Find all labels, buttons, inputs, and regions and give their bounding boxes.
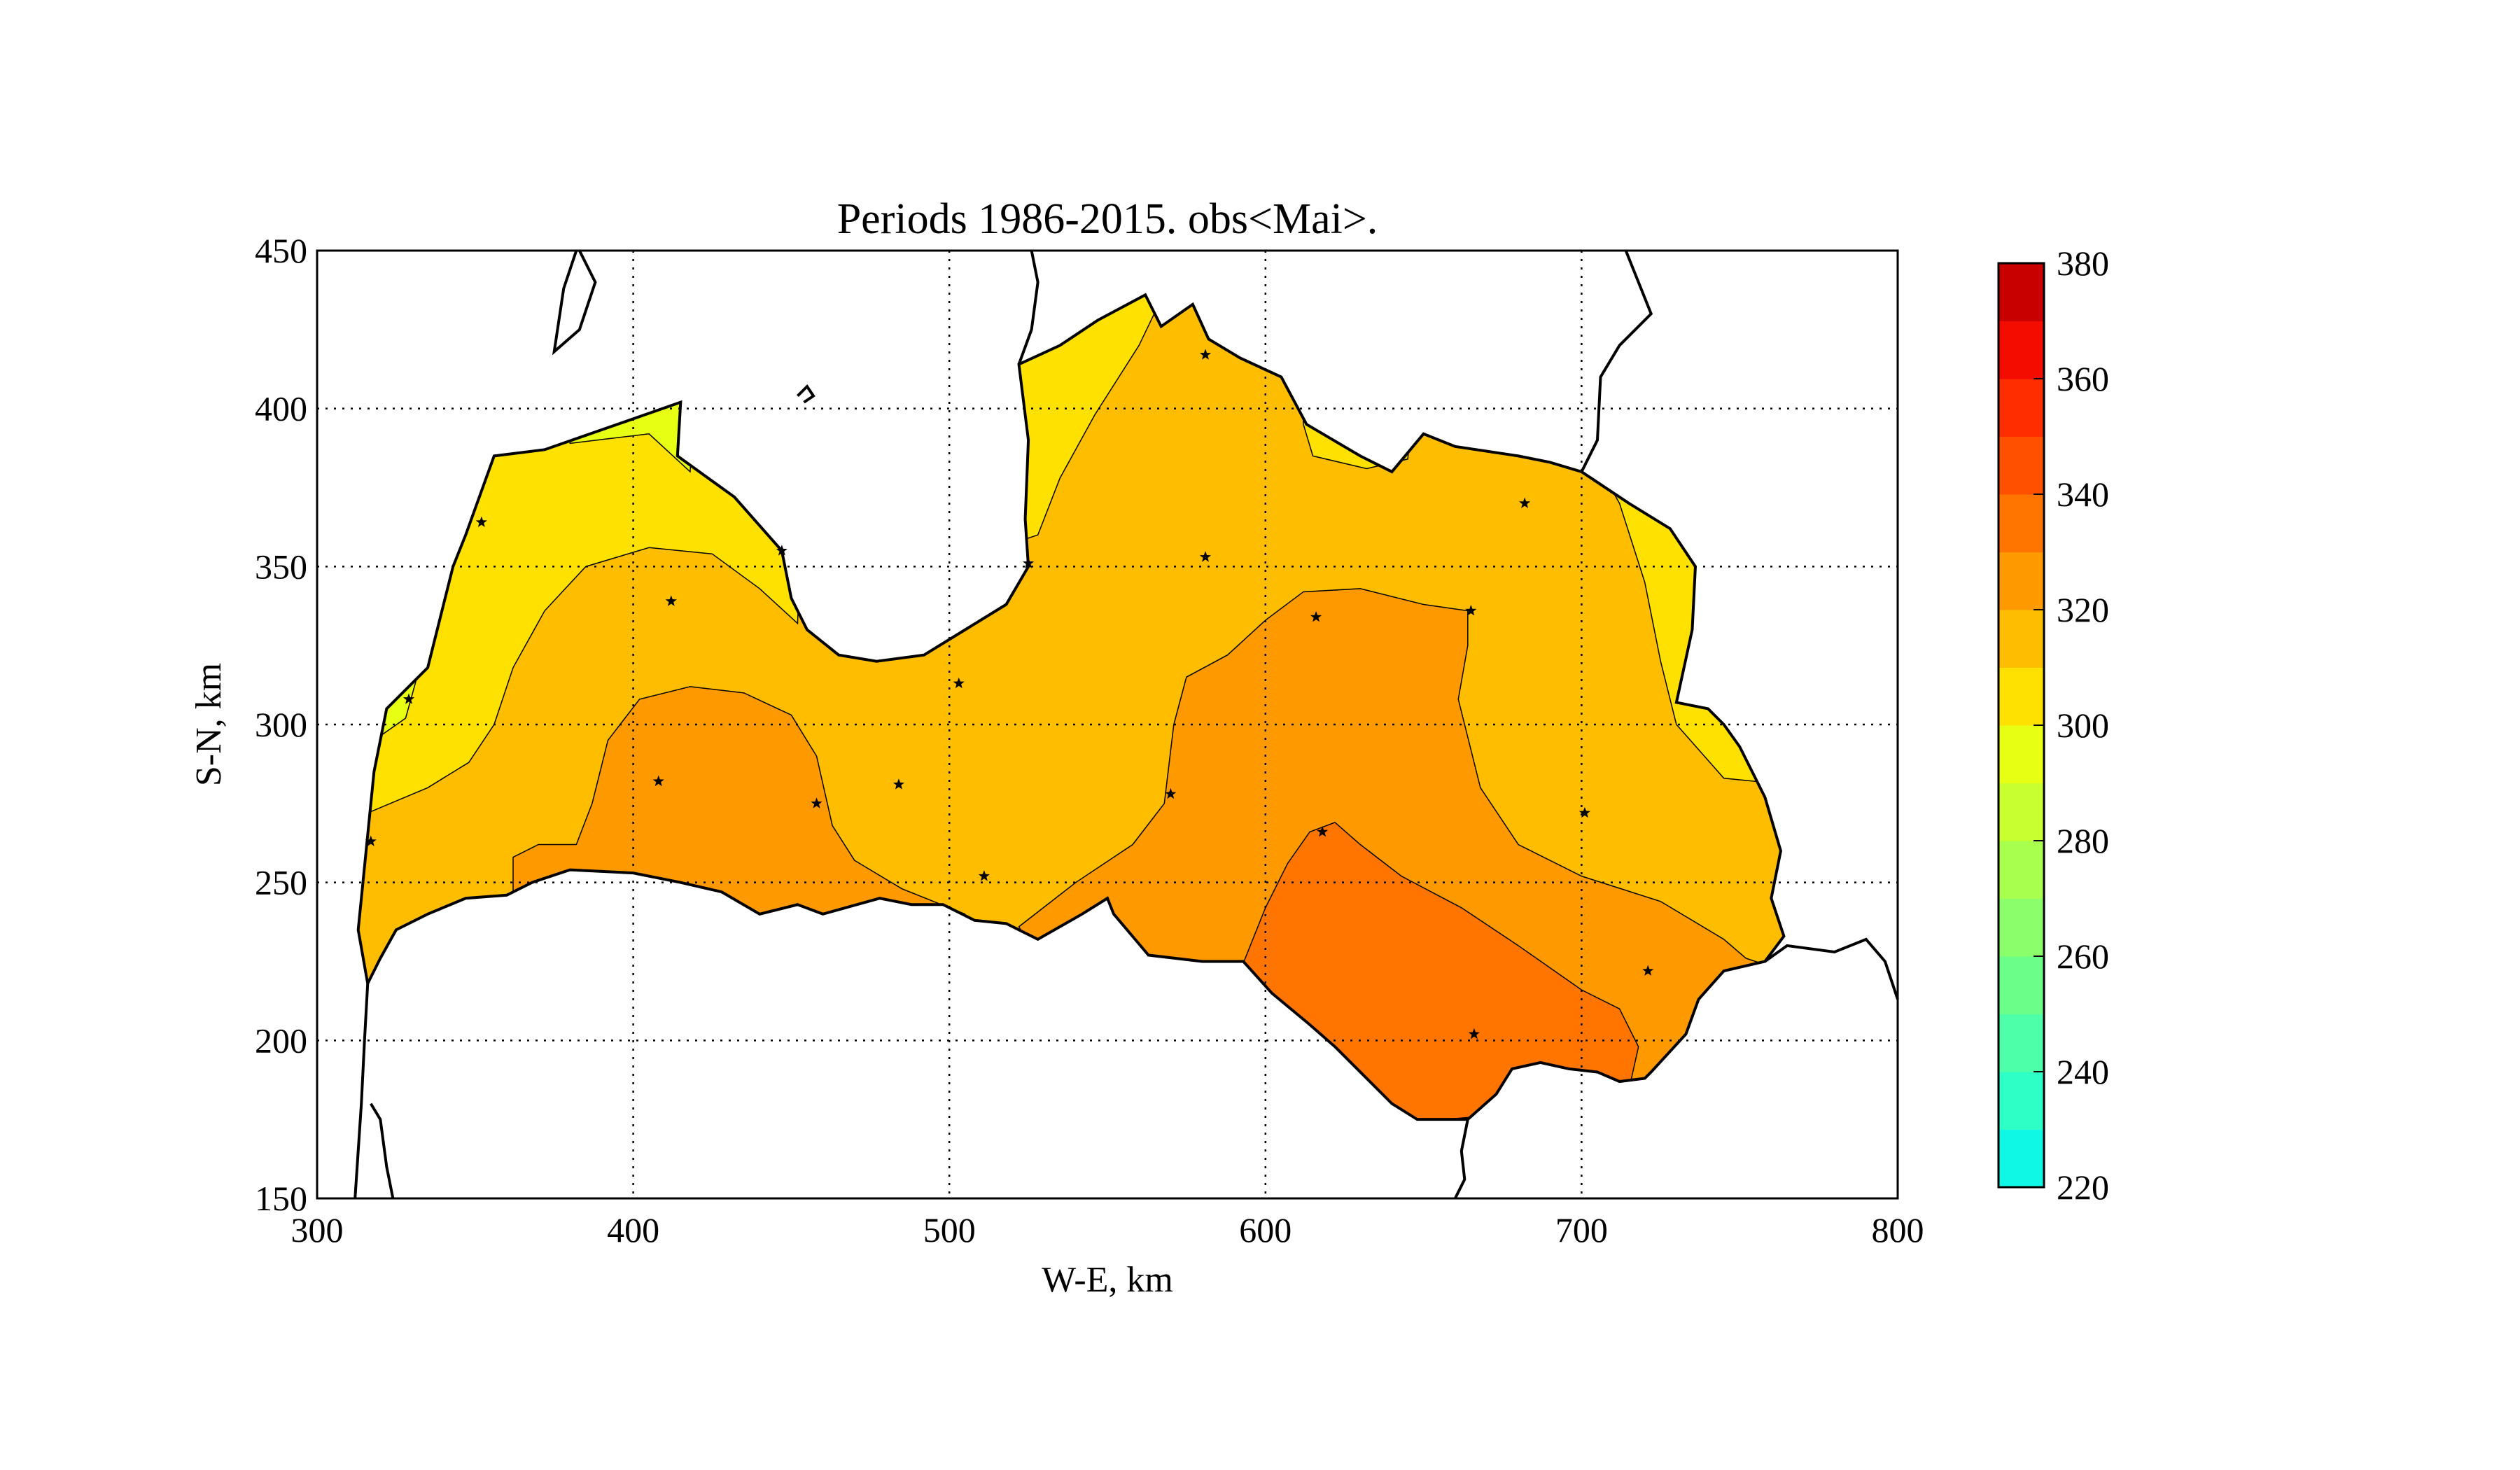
colorbar: 220 240 260 280 300 320 340 360 380: [1997, 244, 2109, 1207]
station-marker: [475, 516, 487, 527]
y-tick-label: 250: [255, 863, 307, 902]
x-tick-label: 500: [923, 1210, 976, 1250]
colorbar-tick-label: 340: [2057, 475, 2109, 514]
border-lithuania-east: [1765, 939, 1898, 1000]
coastline-lithuania: [355, 983, 368, 1198]
colorbar-band: [1998, 783, 2044, 841]
colorbar-tick-label: 380: [2057, 244, 2109, 283]
station-marker: [1642, 965, 1654, 976]
colorbar-band: [1998, 321, 2044, 379]
station-marker: [978, 870, 990, 881]
station-marker: [1468, 1028, 1480, 1040]
latvia-border: [358, 295, 1784, 1119]
station-marker: [1578, 806, 1590, 818]
station-marker: [1519, 497, 1531, 508]
station-marker: [1165, 788, 1177, 799]
island-saaremaa: [554, 251, 596, 351]
y-axis-label: S-N, km: [189, 663, 229, 786]
y-tick-label: 300: [255, 705, 307, 744]
curonian-spit: [371, 1104, 393, 1198]
colorbar-tick-label: 360: [2057, 359, 2109, 398]
colorbar-band: [1998, 436, 2044, 495]
station-marker: [776, 545, 788, 556]
x-tick-label: 400: [607, 1210, 659, 1250]
colorbar-band: [1998, 1014, 2044, 1072]
colorbar-band: [1998, 1072, 2044, 1130]
y-tick-label: 200: [255, 1021, 307, 1060]
colorbar-band: [1998, 263, 2044, 321]
region-300-310-northeast: [1300, 314, 1423, 468]
station-marker: [365, 835, 377, 846]
y-tick-label: 400: [255, 389, 307, 428]
border-russia: [1581, 251, 1651, 472]
colorbar-band: [1998, 841, 2044, 899]
colorbar-tick-label: 300: [2057, 706, 2109, 745]
colorbar-band: [1998, 379, 2044, 437]
station-marker: [1199, 349, 1212, 360]
colorbar-tick-label: 260: [2057, 937, 2109, 976]
colorbar-tick-label: 320: [2057, 590, 2109, 629]
colorbar-tick-label: 220: [2057, 1168, 2109, 1207]
border-belarus: [1455, 1119, 1468, 1198]
y-tick-label: 350: [255, 547, 307, 586]
station-marker: [892, 778, 904, 790]
colorbar-band: [1998, 494, 2044, 552]
x-axis-label: W-E, km: [1042, 1260, 1173, 1300]
station-marker: [811, 797, 822, 808]
station-marker: [665, 595, 677, 606]
colorbar-band: [1998, 725, 2044, 783]
station-marker: [1317, 826, 1329, 837]
station-marker: [1199, 551, 1212, 562]
coastline-estonia: [1019, 251, 1038, 364]
station-marker: [953, 677, 965, 689]
x-tick-label: 600: [1239, 1210, 1292, 1250]
station-marker: [1465, 605, 1477, 616]
colorbar-band: [1998, 552, 2044, 610]
y-tick-label: 150: [255, 1179, 307, 1218]
colorbar-band: [1998, 956, 2044, 1014]
colorbar-tick-label: 280: [2057, 821, 2109, 860]
colorbar-tick-label: 240: [2057, 1052, 2109, 1091]
region-320-330-west: [513, 687, 965, 914]
y-tick-label: 450: [255, 231, 307, 270]
x-tick-label: 800: [1872, 1210, 1924, 1250]
colorbar-band: [1998, 1129, 2044, 1188]
island-ruhnu: [797, 386, 813, 402]
station-marker: [652, 775, 664, 787]
x-tick-label: 300: [291, 1210, 344, 1250]
colorbar-band: [1998, 667, 2044, 726]
x-tick-label: 700: [1555, 1210, 1608, 1250]
chart-title: Periods 1986-2015. obs<Mai>.: [837, 195, 1378, 243]
colorbar-band: [1998, 610, 2044, 668]
station-marker: [1023, 557, 1035, 568]
plot-frame: [316, 249, 1899, 1200]
station-marker: [1310, 611, 1322, 622]
colorbar-band: [1998, 898, 2044, 957]
station-marker: [402, 693, 414, 704]
